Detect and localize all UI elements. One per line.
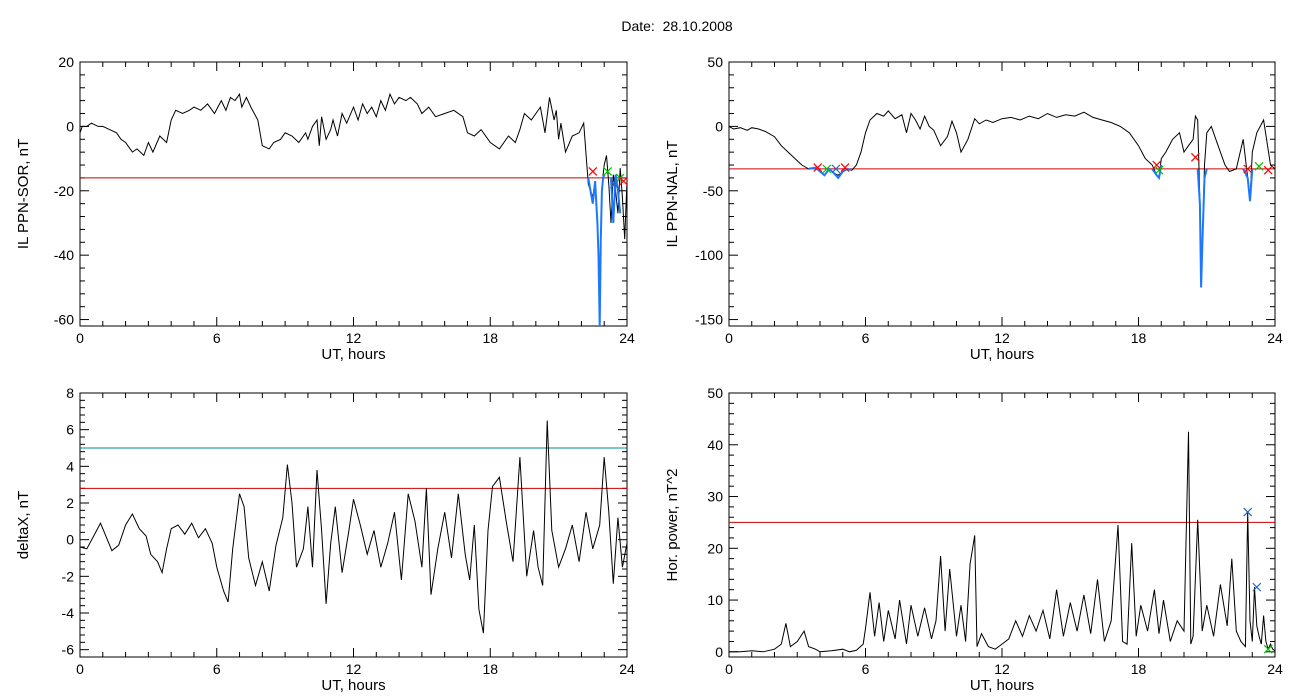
series-line xyxy=(729,110,1275,288)
x-marker xyxy=(1252,582,1262,592)
x-marker xyxy=(1154,165,1164,175)
plot-area xyxy=(80,92,627,326)
plot-frame xyxy=(79,61,628,327)
y-tick-label: 50 xyxy=(707,54,723,70)
y-tick-label: -150 xyxy=(695,312,723,328)
x-axis-label: UT, hours xyxy=(970,677,1034,694)
y-tick-label: -6 xyxy=(62,642,75,658)
y-tick-label: 0 xyxy=(715,118,723,134)
y-axis-label: IL PPN-NAL, nT xyxy=(664,141,681,248)
x-marker xyxy=(1254,161,1264,171)
series-line xyxy=(729,431,1275,653)
y-tick-label: 40 xyxy=(707,437,723,453)
x-tick-label: 18 xyxy=(1131,661,1147,677)
y-tick-label: -4 xyxy=(62,605,75,621)
x-tick-label: 12 xyxy=(994,330,1010,346)
x-tick-label: 6 xyxy=(862,330,870,346)
chart-power: 0 6 12 18 24 0 10 20 30 40 50 UT, hours Hor. power, … xyxy=(664,385,1283,694)
event-segment xyxy=(1196,168,1208,288)
x-tick-label: 0 xyxy=(76,330,84,346)
y-tick-label: -20 xyxy=(54,183,74,199)
x-marker xyxy=(1190,152,1200,162)
x-marker xyxy=(831,164,841,174)
plot-frame xyxy=(79,392,628,658)
y-tick-label: 0 xyxy=(715,644,723,660)
x-tick-label: 24 xyxy=(1267,330,1283,346)
plot-area xyxy=(729,431,1275,653)
x-axis-label: UT, hours xyxy=(321,677,385,694)
y-axis-label: deltaX, nT xyxy=(15,491,32,559)
x-tick-label: 12 xyxy=(346,330,362,346)
x-tick-label: 6 xyxy=(213,330,221,346)
x-marker xyxy=(1263,165,1273,175)
chart-nal: 0 6 12 18 24 -150 -100 -50 0 50 UT, hours IL PPN-NA… xyxy=(664,54,1283,363)
x-tick-label: 0 xyxy=(725,330,733,346)
y-tick-label: -40 xyxy=(54,247,74,263)
y-axis-label: Hor. power, nT^2 xyxy=(664,469,681,582)
x-tick-label: 6 xyxy=(213,661,221,677)
chart-sor: 0 6 12 18 24 -60 -40 -20 0 20 UT, hours IL PPN-SOR,… xyxy=(15,54,635,363)
plot-area xyxy=(729,110,1275,288)
x-tick-label: 18 xyxy=(482,661,498,677)
event-segment xyxy=(1242,168,1254,202)
x-marker xyxy=(1243,164,1253,174)
event-segment xyxy=(587,174,606,326)
x-marker xyxy=(840,163,850,173)
x-marker xyxy=(1263,644,1273,654)
plot-frame xyxy=(728,61,1276,327)
x-tick-label: 12 xyxy=(994,661,1010,677)
y-tick-label: 6 xyxy=(66,422,74,438)
y-tick-label: 8 xyxy=(66,385,74,401)
y-axis-label: IL PPN-SOR, nT xyxy=(15,139,32,249)
y-tick-label: -2 xyxy=(62,568,75,584)
x-tick-label: 18 xyxy=(1131,330,1147,346)
x-tick-label: 24 xyxy=(1267,661,1283,677)
y-tick-label: 4 xyxy=(66,458,74,474)
y-tick-label: 20 xyxy=(58,54,74,70)
y-tick-label: 10 xyxy=(707,592,723,608)
x-tick-label: 12 xyxy=(346,661,362,677)
x-marker xyxy=(1152,160,1162,170)
x-marker xyxy=(603,167,613,176)
x-marker xyxy=(1243,507,1253,517)
x-marker xyxy=(822,164,832,174)
x-marker xyxy=(588,167,598,176)
x-tick-label: 0 xyxy=(725,661,733,677)
series-line xyxy=(80,420,627,634)
x-axis-label: UT, hours xyxy=(970,346,1034,363)
x-tick-label: 0 xyxy=(76,661,84,677)
x-axis-label: UT, hours xyxy=(321,346,385,363)
plot-frame xyxy=(728,392,1276,658)
x-tick-label: 24 xyxy=(619,330,635,346)
x-marker xyxy=(813,163,823,173)
y-tick-label: 30 xyxy=(707,489,723,505)
y-tick-label: 20 xyxy=(707,540,723,556)
series-line xyxy=(80,92,627,326)
x-tick-label: 6 xyxy=(862,661,870,677)
y-tick-label: -50 xyxy=(703,183,723,199)
plot-area xyxy=(80,420,627,634)
y-tick-label: 2 xyxy=(66,495,74,511)
page-title: Date: 28.10.2008 xyxy=(621,18,733,34)
y-tick-label: 0 xyxy=(66,532,74,548)
x-marker xyxy=(619,176,629,186)
x-tick-label: 24 xyxy=(619,661,635,677)
y-tick-label: -60 xyxy=(54,312,74,328)
y-tick-label: 50 xyxy=(707,385,723,401)
y-tick-label: -100 xyxy=(695,247,723,263)
y-tick-label: 0 xyxy=(66,118,74,134)
event-segment xyxy=(808,166,853,180)
x-tick-label: 18 xyxy=(482,330,498,346)
event-segment xyxy=(610,174,622,224)
